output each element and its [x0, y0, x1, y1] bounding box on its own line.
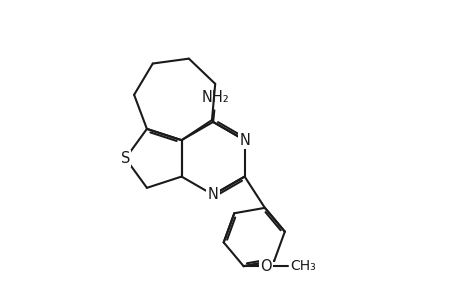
- Text: NH₂: NH₂: [201, 90, 229, 105]
- Text: N: N: [239, 133, 250, 148]
- Text: S: S: [121, 151, 130, 166]
- Text: N: N: [207, 187, 218, 202]
- Text: CH₃: CH₃: [289, 259, 315, 273]
- Text: O: O: [260, 259, 272, 274]
